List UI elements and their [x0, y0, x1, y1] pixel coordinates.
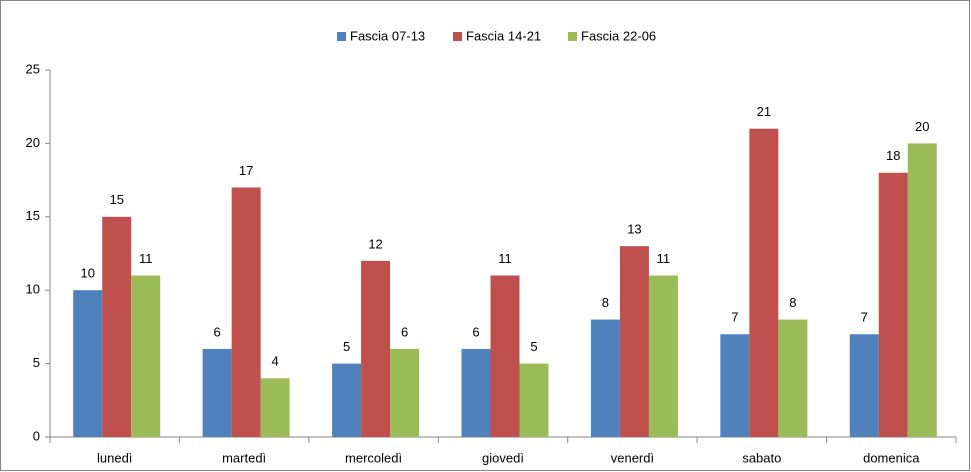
data-label: 6 — [472, 324, 479, 339]
bar — [648, 275, 678, 437]
data-label: 5 — [530, 339, 537, 354]
data-label: 20 — [915, 119, 929, 134]
y-tick-label: 10 — [26, 282, 40, 297]
bar — [102, 216, 132, 437]
legend-label: Fascia 22-06 — [581, 28, 656, 43]
data-label: 11 — [139, 251, 153, 266]
bar — [332, 363, 362, 437]
x-tick-label: sabato — [742, 450, 781, 465]
data-label: 12 — [368, 236, 382, 251]
legend-swatch — [337, 32, 346, 41]
bar — [361, 260, 391, 437]
data-label: 8 — [602, 295, 609, 310]
bar — [231, 187, 261, 437]
bar — [878, 172, 908, 437]
bar — [519, 363, 549, 437]
bar — [260, 378, 290, 437]
bar — [73, 290, 103, 437]
bar — [720, 334, 750, 437]
bar — [907, 143, 937, 437]
data-label: 7 — [861, 310, 868, 325]
bar — [778, 319, 808, 437]
data-label: 6 — [401, 324, 408, 339]
x-tick-label: lunedì — [97, 450, 132, 465]
y-tick-label: 25 — [26, 61, 40, 76]
data-label: 21 — [757, 104, 771, 119]
x-tick-label: giovedì — [482, 450, 524, 465]
bar — [590, 319, 620, 437]
y-tick-label: 15 — [26, 208, 40, 223]
y-tick-label: 0 — [33, 428, 40, 443]
data-label: 8 — [789, 295, 796, 310]
data-label: 13 — [627, 222, 641, 237]
legend-swatch — [453, 32, 462, 41]
y-tick-label: 20 — [26, 135, 40, 150]
bar — [490, 275, 520, 437]
data-label: 7 — [731, 310, 738, 325]
data-label: 18 — [886, 148, 900, 163]
bar — [849, 334, 879, 437]
bar — [131, 275, 161, 437]
data-label: 11 — [498, 251, 512, 266]
bar — [202, 348, 232, 437]
bar — [461, 348, 491, 437]
data-label: 10 — [80, 266, 94, 281]
data-label: 11 — [657, 251, 671, 266]
x-tick-label: mercoledì — [345, 450, 402, 465]
data-label: 5 — [343, 339, 350, 354]
data-label: 4 — [272, 354, 279, 369]
bar — [749, 128, 779, 437]
x-tick-label: venerdì — [611, 450, 654, 465]
bar — [619, 246, 649, 437]
data-label: 6 — [214, 324, 221, 339]
legend-swatch — [568, 32, 577, 41]
x-tick-label: martedì — [222, 450, 266, 465]
legend-label: Fascia 07-13 — [350, 28, 425, 43]
data-label: 17 — [239, 163, 253, 178]
y-tick-label: 5 — [33, 355, 40, 370]
data-label: 15 — [109, 192, 123, 207]
bar — [390, 348, 420, 437]
legend-label: Fascia 14-21 — [466, 28, 541, 43]
x-tick-label: domenica — [863, 450, 920, 465]
